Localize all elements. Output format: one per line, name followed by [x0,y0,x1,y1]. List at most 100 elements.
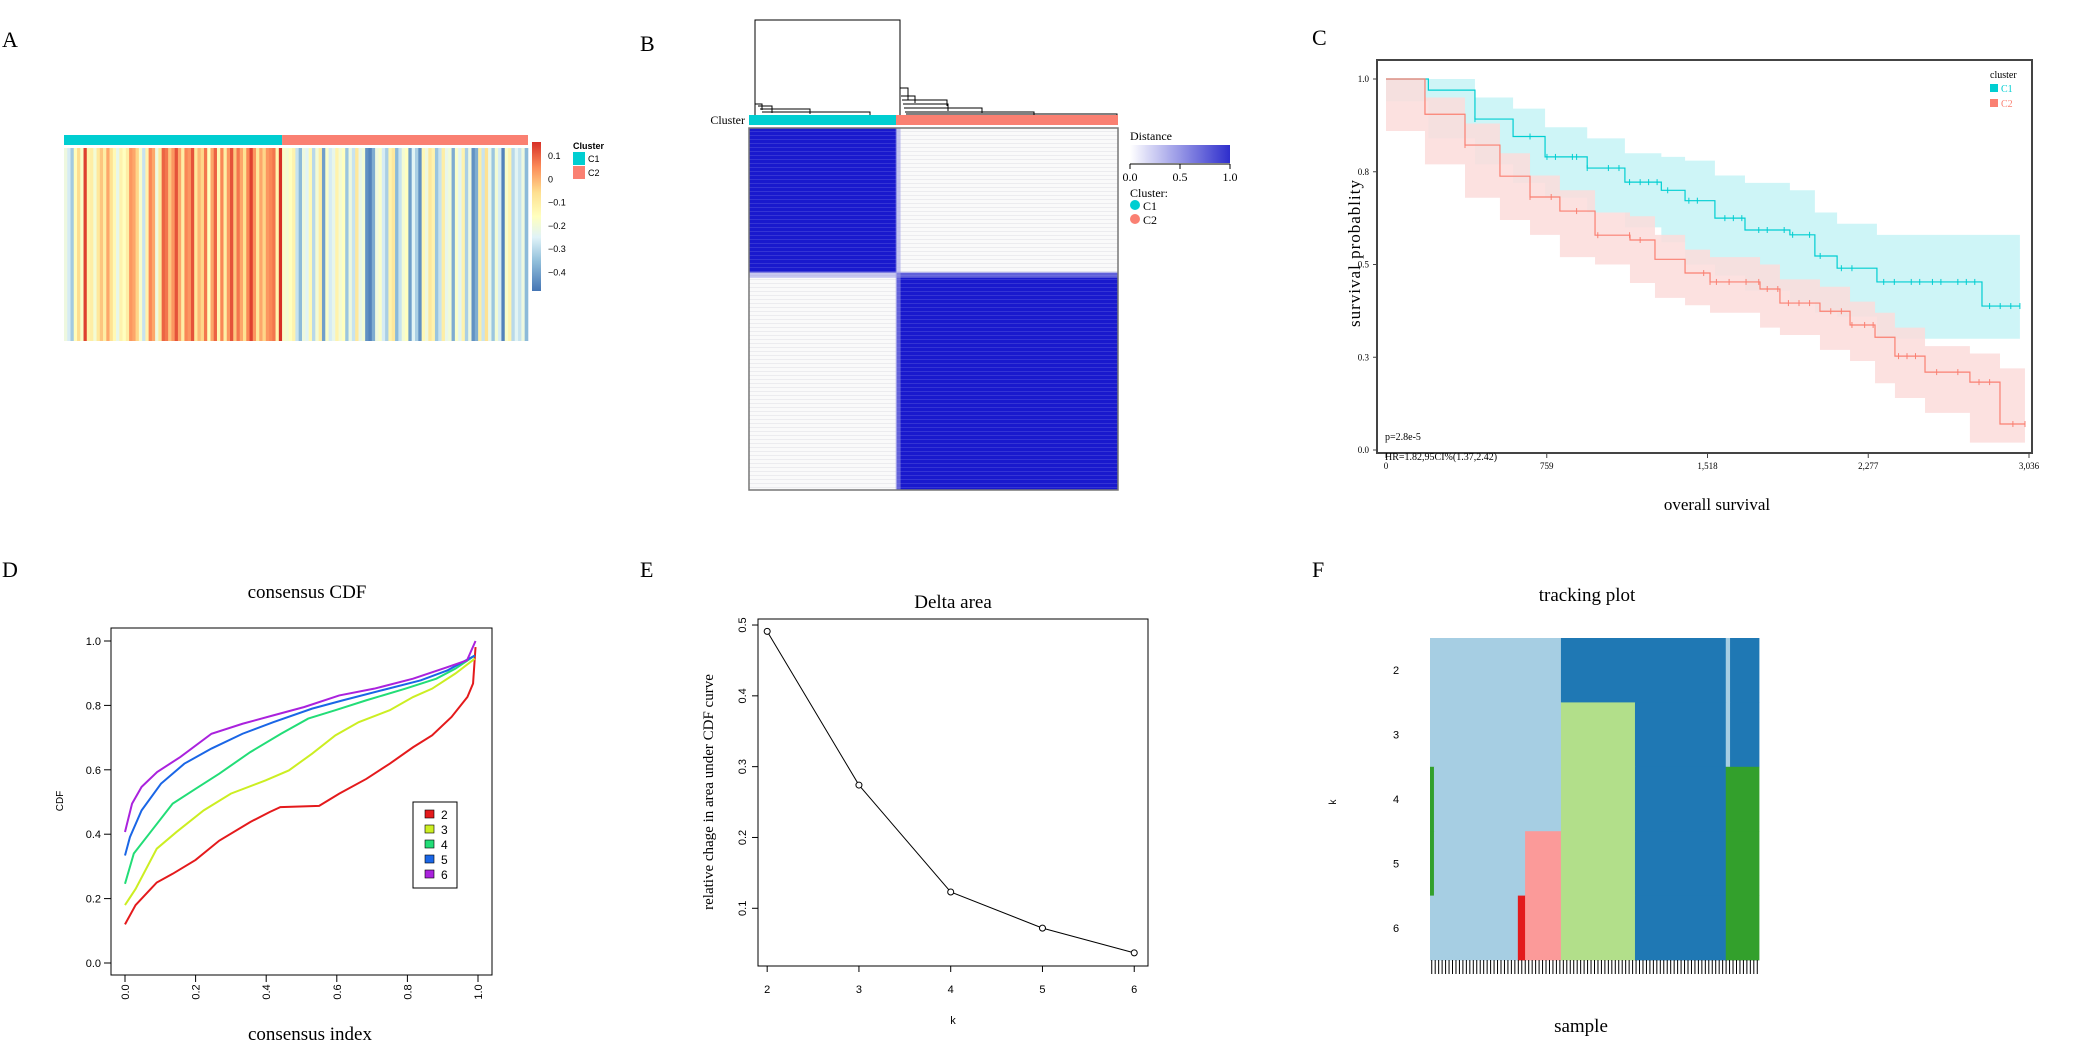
x-tick-label: 3 [856,984,862,996]
legend-label-c2: C2 [2001,99,2013,110]
heatmap-column [395,148,399,341]
x-tick-label: 0.4 [261,984,273,999]
heatmap-column [405,148,409,341]
heatmap-column [243,148,247,341]
delta-line [766,631,1135,954]
y-tick-label: 0.5 [1358,260,1370,270]
matrix-frame [748,127,1119,491]
data-point-k6 [1130,949,1138,957]
heatmap-column [171,148,175,341]
heatmap-column [518,148,522,341]
chart-title: Delta area [914,592,992,613]
heatmap-column [223,148,228,341]
panel-label-a: A [2,27,18,52]
heatmap-column [249,148,254,341]
cdf-line-k2 [124,647,477,925]
heatmap-column [80,148,84,341]
heatmap-column [391,148,396,341]
tracking-segment [1560,766,1636,832]
k-label-5: 5 [1393,858,1399,870]
heatmap-column [504,148,509,341]
distance-colorbar [1130,145,1230,163]
heatmap-column [474,148,479,341]
k-label-4: 4 [1393,794,1399,806]
colorbar-tick-label: −0.3 [548,244,566,254]
heatmap-column [368,148,373,341]
panel-e-delta-area: Delta area 2 3 4 5 6 0.1 0.2 0.3 0.4 0.5 relative… [701,592,1149,1027]
heatmap-column [418,148,422,341]
heatmap-column [213,148,218,341]
heatmap-column [200,148,205,341]
heatmap-column [132,148,136,341]
heatmap-column [194,148,198,341]
y-axis-label: relative chage in area under CDF curve [701,674,717,910]
heatmap-column [298,148,303,341]
colorbar [532,142,541,291]
k-label-2: 2 [1393,665,1399,677]
tracking-segment [1433,831,1526,896]
cluster-row-label: Cluster [710,113,745,127]
plot-frame [757,618,1149,967]
y-tick-label: 0.3 [1358,352,1370,362]
heatmap-column [239,148,244,341]
legend-label-c1: C1 [1143,199,1157,213]
heatmap-column [401,148,406,341]
heatmap-column [230,148,234,341]
heatmap-column [269,148,273,341]
heatmap-column [112,148,117,341]
heatmap-column [272,148,276,341]
heatmap-column [119,148,123,341]
survival-line-c1 [1386,78,2020,307]
heatmap-column [67,148,71,341]
legend-swatch-k5 [424,854,435,864]
cluster-bar-c1 [749,115,896,125]
heatmap-column [358,148,363,341]
plot-frame [1376,59,2033,454]
heatmap-column [421,148,426,341]
x-tick-label: 0.6 [332,984,344,999]
heatmap-column [86,148,91,341]
legend-swatch-k2 [424,809,435,819]
heatmap-column [220,148,224,341]
axes: 0 759 1,518 2,277 3,036 0.0 0.3 0.5 0.8 1.0 [1358,74,2040,471]
heatmap-column [190,148,195,341]
x-tick-label: 759 [1540,461,1554,471]
y-tick-label: 0.6 [86,765,101,777]
k-labels: 2 3 4 5 6 [1393,665,1399,935]
heatmap-column [246,148,250,341]
heatmap-column [236,148,241,341]
heatmap-column [226,148,231,341]
heatmap-column [494,148,499,341]
legend-label-c2: C2 [588,168,600,178]
heatmap-column [451,148,456,341]
legend-swatch-k4 [424,839,435,849]
y-tick-label: 0.2 [737,830,749,845]
block-c2-c2 [896,272,1118,490]
heatmap-column [278,148,283,341]
heatmap-column [341,148,346,341]
boundary-horizontal [749,271,1118,278]
data-point-k5 [1038,924,1046,932]
heatmap-column [428,148,432,341]
heatmap-column [311,148,316,341]
y-tick-label: 0.5 [737,617,749,632]
heatmap-column [302,148,306,341]
confidence-bands [1386,79,2025,443]
heatmap-column [388,148,393,341]
heatmap-column [282,148,286,341]
panel-c-survival: 0 759 1,518 2,277 3,036 0.0 0.3 0.5 0.8 1.0 survi… [1345,59,2040,514]
y-tick-label: 0.4 [86,829,101,841]
heatmap-column [315,148,319,341]
heatmap-column [365,148,369,341]
heatmap-column [158,148,162,341]
heatmap-column [73,148,78,341]
heatmap-column [174,148,179,341]
tracking-cells [1430,638,1760,961]
x-tick-label: 0 [1384,461,1389,471]
data-point-k3 [855,781,863,789]
heatmap-column [106,148,110,341]
axes: 0.0 0.2 0.4 0.6 0.8 1.0 0.0 0.2 0.4 0.6 0.8 1.0 [86,636,485,1000]
panel-d-consensus-cdf: consensus CDF 0.0 0.2 0.4 0.6 0.8 1.00.00.20.… [55,582,493,1045]
legend-swatch-c1 [573,152,585,165]
tracking-segment [1430,831,1435,896]
